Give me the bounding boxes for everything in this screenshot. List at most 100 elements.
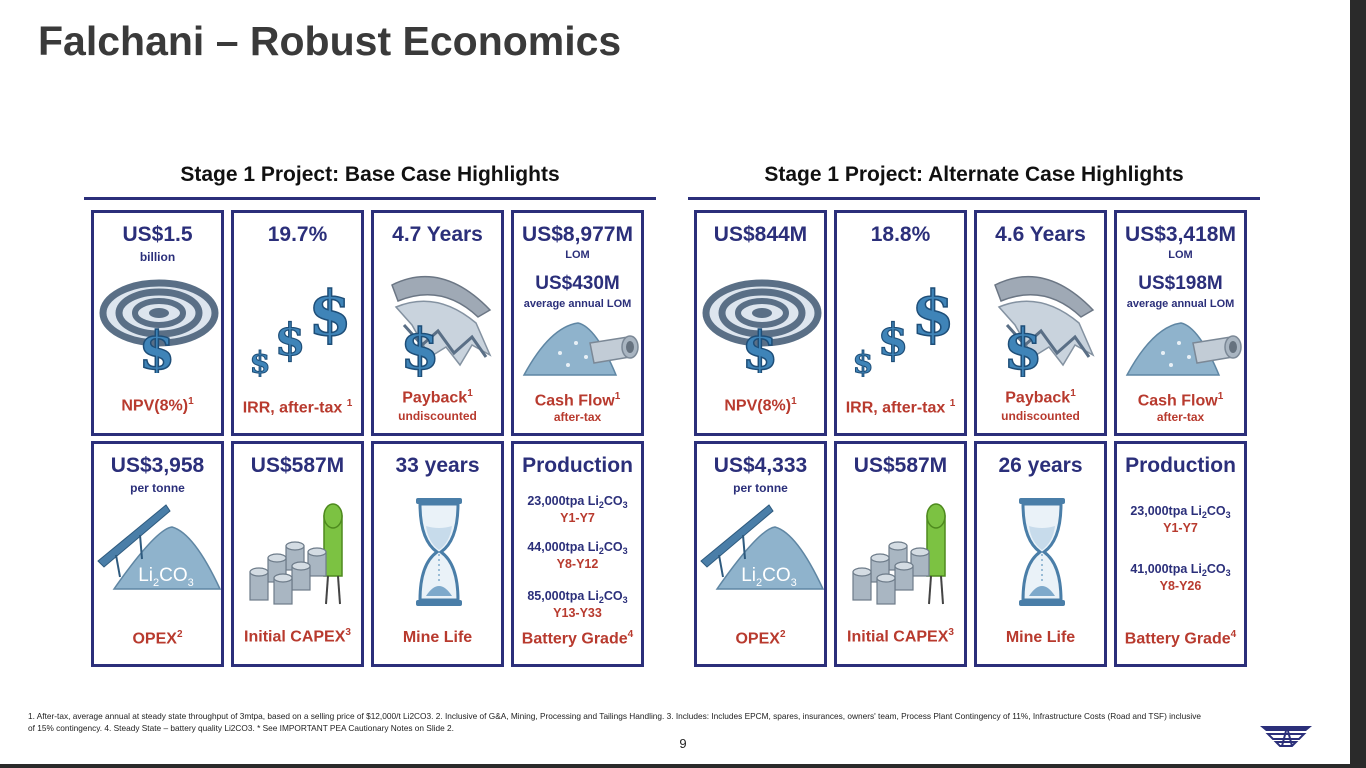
li2co3-pile-icon: Li2CO3 — [97, 504, 221, 590]
money-swirl-icon: $ — [702, 279, 822, 373]
cashflow-value: US$8,977M — [522, 223, 633, 246]
production-sub: 2 — [598, 595, 604, 605]
npv-unit: billion — [139, 250, 176, 264]
section-divider — [84, 197, 656, 200]
capex-footnote-ref: 3 — [948, 627, 954, 638]
minelife-label: Mine Life — [402, 629, 473, 646]
pipe-pile-icon — [522, 322, 639, 376]
payback-label-text: Payback — [402, 389, 468, 407]
production-sub2: 3 — [1225, 510, 1231, 520]
payback-footnote-ref: 1 — [1070, 388, 1076, 399]
section-divider — [688, 197, 1260, 200]
hourglass-icon — [416, 498, 462, 606]
npv-label-text: NPV(8%) — [724, 397, 792, 415]
npv-value: US$1.5 — [122, 223, 193, 246]
section-heading: Stage 1 Project: Base Case Highlights — [180, 163, 560, 186]
base-case-section: Stage 1 Project: Base Case Highlights — [84, 160, 656, 200]
minelife-value: 26 years — [998, 454, 1083, 477]
payback-label-text: Payback — [1005, 389, 1071, 407]
minelife-card: 33 years Mine Life — [371, 441, 504, 667]
production-sub: 2 — [1201, 510, 1207, 520]
production-tail: CO — [1206, 504, 1226, 518]
svg-text:$: $ — [878, 315, 909, 366]
production-qty: 23,000tpa Li — [1130, 504, 1202, 518]
cashflow-sublabel: after-tax — [1156, 410, 1205, 424]
payback-label: Payback1 — [977, 388, 1104, 407]
production-tail: CO — [603, 589, 623, 603]
base-case-grid: US$1.5 billion $ NPV(8%)1 19.7% $ $ $ IR… — [91, 210, 647, 667]
cashflow-annual-unit: average annual LOM — [523, 298, 632, 310]
opex-label: OPEX2 — [697, 629, 824, 648]
li-sub-text: 2 — [756, 577, 762, 589]
production-line: 44,000tpa Li2CO3 — [514, 540, 641, 556]
cashflow-value: US$3,418M — [1125, 223, 1236, 246]
production-line: 41,000tpa Li2CO3 — [1117, 562, 1244, 578]
svg-text:$: $ — [275, 315, 306, 366]
npv-card: US$844M $ NPV(8%)1 — [694, 210, 827, 436]
opex-footnote-ref: 2 — [779, 629, 786, 640]
pipe-pile-icon — [1125, 322, 1242, 376]
cashflow-label: Cash Flow1 — [1117, 391, 1244, 410]
production-label: Battery Grade4 — [1117, 629, 1244, 648]
co-sub-text: 3 — [188, 577, 194, 589]
irr-footnote-ref: 1 — [346, 398, 353, 409]
cashflow-label-text: Cash Flow — [534, 392, 615, 410]
cashflow-footnote-ref: 1 — [1217, 391, 1224, 402]
npv-card: US$1.5 billion $ NPV(8%)1 — [91, 210, 224, 436]
company-logo-icon — [1260, 726, 1312, 747]
production-tail: CO — [603, 540, 623, 554]
production-card: Production 23,000tpa Li2CO3 Y1-Y7 44,000… — [511, 441, 644, 667]
payback-chart-icon: $ — [994, 275, 1095, 377]
capex-label: Initial CAPEX3 — [234, 627, 361, 646]
payback-sublabel: undiscounted — [398, 409, 477, 423]
capex-value: US$587M — [250, 454, 345, 477]
cashflow-label-text: Cash Flow — [1137, 392, 1218, 410]
production-heading: Production — [1125, 454, 1236, 477]
opex-footnote-ref: 2 — [176, 629, 183, 640]
rising-dollars-icon: $ $ $ — [852, 276, 955, 377]
npv-footnote-ref: 1 — [188, 396, 194, 407]
production-footnote-ref: 4 — [1230, 629, 1237, 640]
li-sub-text: 2 — [153, 577, 159, 589]
alternate-case-grid: US$844M $ NPV(8%)1 18.8% $ $ $ IRR, afte… — [694, 210, 1250, 667]
production-period: Y1-Y7 — [1163, 521, 1198, 535]
opex-card: US$4,333 per tonne Li2CO3 OPEX2 — [694, 441, 827, 667]
money-swirl-icon: $ — [99, 279, 219, 373]
production-period: Y13-Y33 — [553, 606, 602, 620]
svg-text:$: $ — [401, 317, 440, 377]
page-number: 9 — [679, 736, 687, 751]
svg-text:$: $ — [139, 321, 175, 373]
production-sub: 2 — [1201, 568, 1207, 578]
payback-card: 4.6 Years $ Payback1 undiscounted — [974, 210, 1107, 436]
section-heading: Stage 1 Project: Alternate Case Highligh… — [764, 163, 1184, 186]
production-tail: CO — [603, 494, 623, 508]
npv-label: NPV(8%)1 — [697, 396, 824, 415]
svg-text:$: $ — [742, 321, 778, 373]
production-footnote-ref: 4 — [627, 629, 634, 640]
production-sub2: 3 — [622, 500, 628, 510]
li-text: Li — [138, 565, 153, 586]
production-heading: Production — [522, 454, 633, 477]
payback-value: 4.6 Years — [995, 223, 1086, 246]
li2co3-pile-icon: Li2CO3 — [700, 504, 824, 590]
irr-label-text: IRR, after-tax — [845, 399, 946, 417]
irr-card: 18.8% $ $ $ IRR, after-tax 1 — [834, 210, 967, 436]
opex-label-text: OPEX — [735, 630, 780, 648]
capex-label: Initial CAPEX3 — [837, 627, 964, 646]
cashflow-annual-unit: average annual LOM — [1126, 298, 1235, 310]
capex-label-text: Initial CAPEX — [847, 628, 949, 646]
npv-value: US$844M — [713, 223, 808, 246]
cashflow-card: US$3,418M LOM US$198M average annual LOM… — [1114, 210, 1247, 436]
production-qty: 85,000tpa Li — [527, 589, 599, 603]
cashflow-unit: LOM — [565, 249, 590, 261]
production-period: Y8-Y26 — [1159, 579, 1202, 593]
irr-label: IRR, after-tax 1 — [234, 398, 361, 417]
cashflow-card: US$8,977M LOM US$430M average annual LOM… — [511, 210, 644, 436]
npv-footnote-ref: 1 — [791, 396, 797, 407]
capex-label-text: Initial CAPEX — [244, 628, 346, 646]
production-sub: 2 — [598, 500, 604, 510]
opex-unit: per tonne — [130, 481, 185, 495]
irr-label: IRR, after-tax 1 — [837, 398, 964, 417]
li-text: Li — [741, 565, 756, 586]
